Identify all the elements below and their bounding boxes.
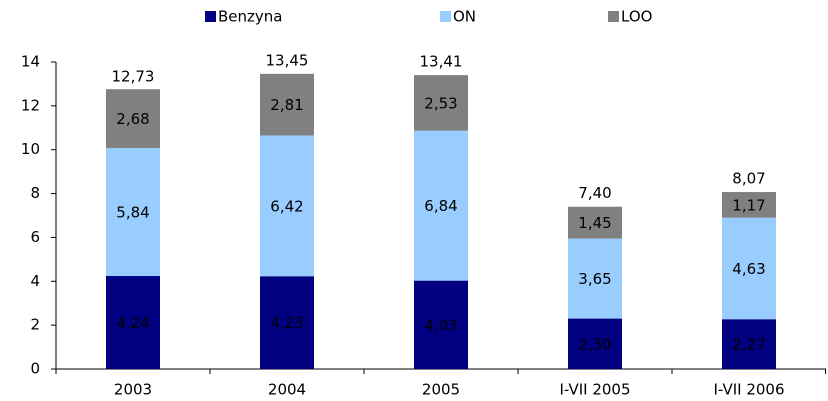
legend-label: ON xyxy=(453,8,476,26)
value-label: 4,24 xyxy=(116,314,149,332)
bar-segment xyxy=(260,276,314,369)
value-label: 2,68 xyxy=(116,110,149,128)
total-label: 8,07 xyxy=(732,170,765,188)
value-label: 4,03 xyxy=(424,316,457,334)
y-tick-label: 6 xyxy=(30,228,40,246)
value-label: 4,23 xyxy=(270,314,303,332)
bar-segment xyxy=(568,238,622,319)
total-label: 13,41 xyxy=(420,52,463,70)
legend-label: LOO xyxy=(621,8,652,26)
value-label: 6,42 xyxy=(270,197,303,215)
x-tick-label: 2004 xyxy=(268,381,306,399)
legend-swatch xyxy=(440,11,451,22)
y-tick-label: 0 xyxy=(30,360,40,378)
bar-segment xyxy=(106,276,160,369)
legend-label: Benzyna xyxy=(218,8,282,26)
bar-segment xyxy=(414,130,468,281)
legend-swatch xyxy=(608,11,619,22)
bar-segment xyxy=(722,217,776,320)
bar-segment xyxy=(722,319,776,369)
value-label: 2,53 xyxy=(424,94,457,112)
y-tick-label: 14 xyxy=(21,53,40,71)
bar-segment xyxy=(414,75,468,131)
value-label: 2,30 xyxy=(578,335,611,353)
value-label: 1,17 xyxy=(732,196,765,214)
bar-segment xyxy=(568,206,622,239)
x-tick-label: I-VII 2005 xyxy=(559,381,630,399)
bar-segment xyxy=(106,147,160,277)
bar-segment xyxy=(414,280,468,369)
y-tick-label: 8 xyxy=(30,184,40,202)
total-label: 13,45 xyxy=(266,52,309,70)
legend-swatch xyxy=(205,11,216,22)
x-tick-label: 2003 xyxy=(114,381,152,399)
x-tick-label: I-VII 2006 xyxy=(713,381,784,399)
y-tick-label: 4 xyxy=(30,272,40,290)
value-label: 4,63 xyxy=(732,260,765,278)
bar-segment xyxy=(260,73,314,136)
value-label: 2,81 xyxy=(270,96,303,114)
bar-segment xyxy=(722,192,776,218)
value-label: 3,65 xyxy=(578,270,611,288)
bar-segment xyxy=(568,318,622,369)
bar-segment xyxy=(106,89,160,148)
bar-segment xyxy=(260,135,314,277)
y-tick-label: 10 xyxy=(21,140,40,158)
total-label: 7,40 xyxy=(578,184,611,202)
y-tick-label: 2 xyxy=(30,316,40,334)
y-tick-label: 12 xyxy=(21,96,40,114)
value-label: 1,45 xyxy=(578,214,611,232)
value-label: 5,84 xyxy=(116,203,149,221)
value-label: 6,84 xyxy=(424,197,457,215)
x-tick-label: 2005 xyxy=(422,381,460,399)
total-label: 12,73 xyxy=(112,67,155,85)
value-label: 2,27 xyxy=(732,336,765,354)
